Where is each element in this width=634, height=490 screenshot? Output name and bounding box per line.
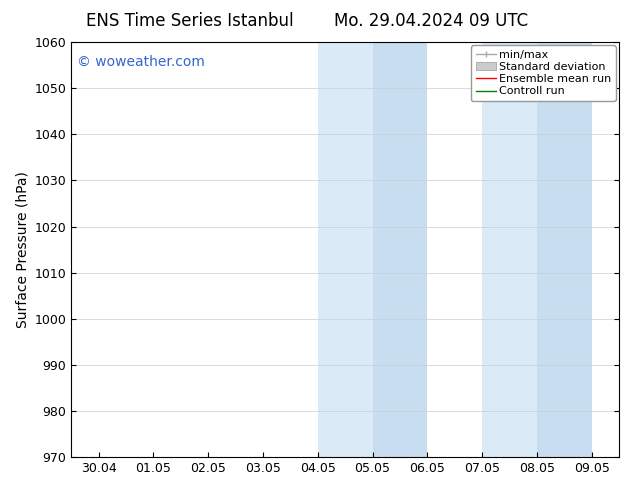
Text: Mo. 29.04.2024 09 UTC: Mo. 29.04.2024 09 UTC [334, 12, 528, 30]
Bar [537, 42, 592, 457]
Bar [373, 42, 427, 457]
Y-axis label: Surface Pressure (hPa): Surface Pressure (hPa) [15, 171, 29, 328]
Text: © woweather.com: © woweather.com [77, 54, 205, 69]
Bar [318, 42, 373, 457]
Bar [482, 42, 537, 457]
Legend: min/max, Standard deviation, Ensemble mean run, Controll run: min/max, Standard deviation, Ensemble me… [471, 46, 616, 101]
Text: ENS Time Series Istanbul: ENS Time Series Istanbul [86, 12, 294, 30]
